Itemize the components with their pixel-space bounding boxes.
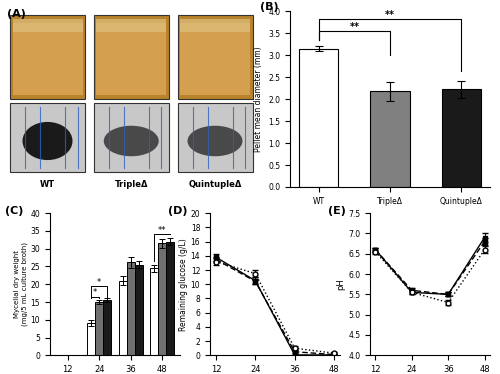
Text: **: **	[385, 10, 395, 20]
Bar	[96, 302, 103, 355]
Bar	[10, 103, 85, 172]
Text: **: **	[350, 22, 360, 32]
Bar	[88, 323, 96, 355]
Bar	[94, 103, 169, 172]
Ellipse shape	[104, 126, 159, 156]
Text: WT: WT	[40, 180, 55, 189]
Ellipse shape	[188, 126, 242, 156]
Bar	[134, 265, 142, 355]
Bar	[94, 15, 169, 99]
Bar	[10, 15, 85, 99]
Text: QuintupleΔ: QuintupleΔ	[188, 180, 242, 189]
Y-axis label: Mycelial dry weight
(mg/5 mL culture broth): Mycelial dry weight (mg/5 mL culture bro…	[14, 242, 28, 326]
Bar	[370, 91, 410, 187]
Bar	[12, 23, 82, 95]
Bar	[178, 103, 252, 172]
Bar	[299, 49, 339, 187]
Text: *: *	[93, 288, 98, 297]
Bar	[119, 280, 127, 355]
Text: *: *	[97, 278, 102, 286]
Bar	[158, 243, 166, 355]
Bar	[180, 19, 250, 32]
Bar	[150, 268, 158, 355]
Bar	[166, 242, 174, 355]
Bar	[12, 19, 82, 32]
Bar	[442, 89, 481, 187]
Text: (A): (A)	[8, 9, 26, 19]
Text: (E): (E)	[328, 206, 346, 216]
Text: **: **	[158, 226, 166, 235]
Bar	[96, 23, 166, 95]
Bar	[103, 300, 111, 355]
Text: TripleΔ: TripleΔ	[114, 180, 148, 189]
Bar	[127, 262, 134, 355]
Bar	[96, 19, 166, 32]
Bar	[178, 15, 252, 99]
Text: (B): (B)	[260, 3, 278, 12]
Y-axis label: pH: pH	[336, 278, 345, 290]
Bar	[180, 23, 250, 95]
Y-axis label: Pellet mean diameter (mm): Pellet mean diameter (mm)	[254, 46, 262, 152]
Circle shape	[22, 122, 72, 160]
Y-axis label: Remaining glucose (g/L): Remaining glucose (g/L)	[179, 238, 188, 331]
Text: (D): (D)	[168, 206, 188, 216]
Text: (C): (C)	[4, 206, 23, 216]
